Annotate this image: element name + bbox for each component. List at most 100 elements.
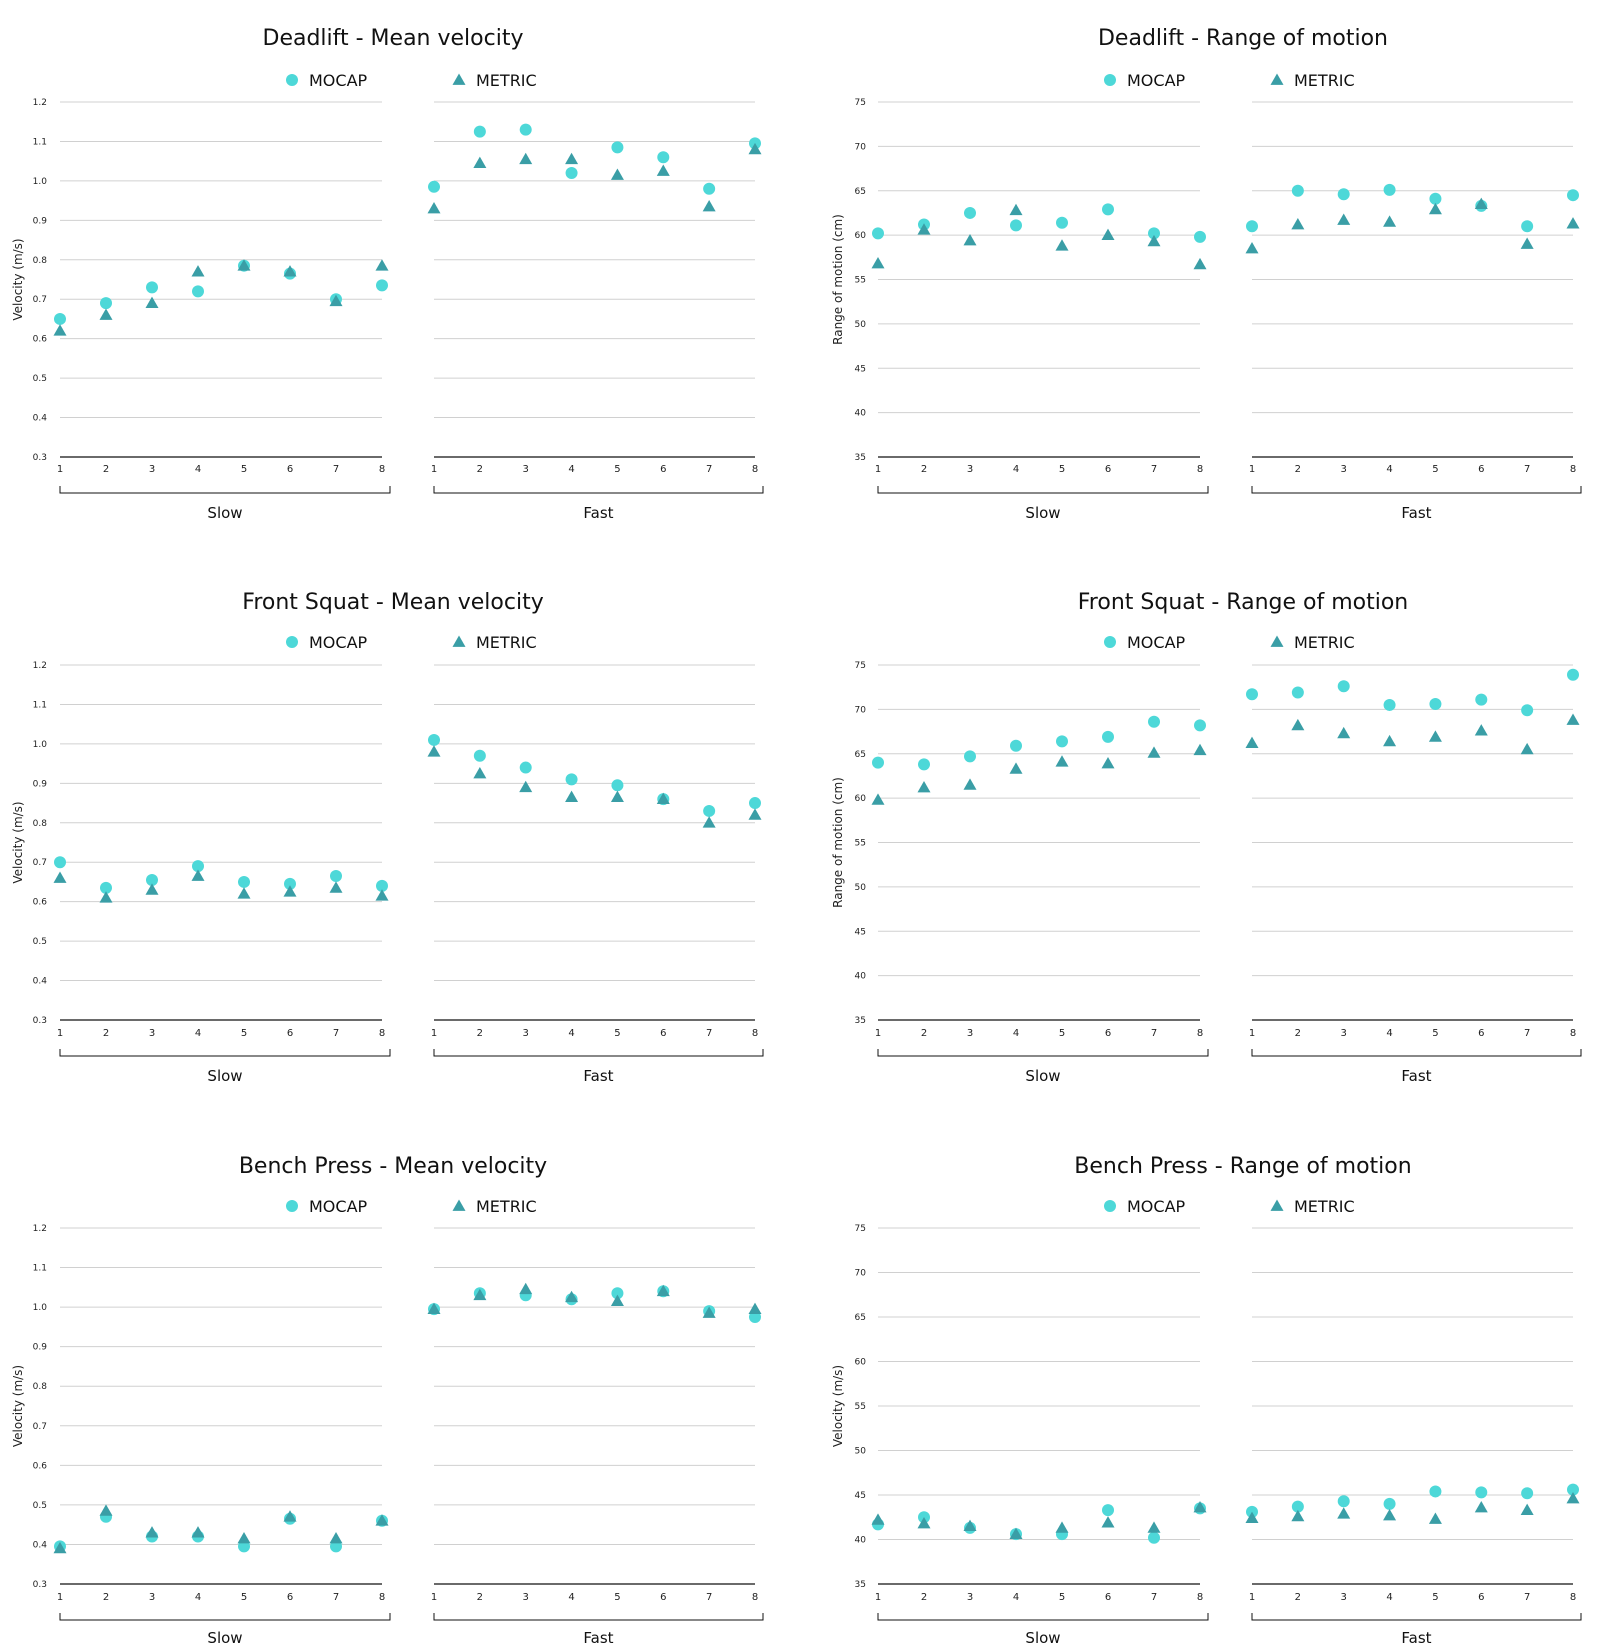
y-tick-label: 1.1 <box>33 137 47 147</box>
x-tick-label: 6 <box>1105 464 1111 475</box>
metric-point <box>1291 217 1305 230</box>
x-tick-label: 4 <box>195 464 201 475</box>
metric-point <box>519 780 533 793</box>
metric-point <box>871 257 885 269</box>
y-tick-label: 75 <box>855 98 866 108</box>
metric-point <box>871 793 885 805</box>
y-tick-label: 55 <box>855 839 866 849</box>
x-tick-label: 2 <box>103 1028 109 1039</box>
mocap-point <box>192 860 204 873</box>
y-tick-label: 0.5 <box>33 937 47 947</box>
metric-point <box>917 780 931 793</box>
mocap-point <box>1102 203 1114 216</box>
y-axis-label: Velocity (m/s) <box>11 801 25 883</box>
x-tick-label: 1 <box>431 1028 437 1039</box>
mocap-point <box>1010 219 1022 232</box>
group-1: 1 2 3 4 5 6 7 8 Fast METRIC <box>1245 71 1582 522</box>
x-tick-label: 5 <box>1059 1028 1065 1039</box>
metric-point <box>1009 203 1023 216</box>
mocap-point <box>1429 192 1442 205</box>
group-label: Slow <box>1025 1629 1060 1644</box>
mocap-point <box>1194 719 1206 732</box>
metric-point <box>1428 1512 1442 1524</box>
group-0: 1 2 3 4 5 6 7 8 Slow MOCAP <box>871 633 1209 1085</box>
x-tick-label: 1 <box>875 1028 881 1039</box>
mocap-point <box>1521 1487 1534 1500</box>
group-label: Fast <box>583 1067 613 1085</box>
mocap-point <box>1291 686 1304 699</box>
x-tick-label: 4 <box>1013 1592 1019 1603</box>
metric-point <box>283 1510 297 1522</box>
x-tick-label: 3 <box>1341 1028 1347 1039</box>
mocap-point <box>428 733 440 746</box>
group-bracket <box>59 486 391 494</box>
y-tick-label: 60 <box>855 231 867 241</box>
metric-point <box>565 790 579 803</box>
x-tick-label: 2 <box>1295 1028 1301 1039</box>
y-tick-label: 0.6 <box>33 1461 48 1471</box>
x-tick-label: 2 <box>921 1028 927 1039</box>
metric-point <box>1474 197 1488 209</box>
metric-point <box>656 1284 670 1297</box>
mocap-point <box>1056 216 1068 229</box>
metric-point <box>1055 1521 1069 1533</box>
chart-title: Bench Press - Mean velocity <box>239 1154 547 1179</box>
chart-panel: Bench Press - Range of motion Velocity (m… <box>831 1154 1582 1644</box>
mocap-point <box>1246 688 1258 701</box>
metric-point <box>145 296 159 309</box>
x-tick-label: 5 <box>1059 1592 1065 1603</box>
x-tick-label: 7 <box>1151 1592 1157 1603</box>
legend-mocap-marker <box>1104 1200 1116 1212</box>
metric-point <box>99 891 113 903</box>
mocap-point <box>1102 730 1114 743</box>
metric-point <box>145 883 159 895</box>
x-tick-label: 7 <box>333 1028 339 1039</box>
metric-point <box>1055 755 1069 767</box>
y-tick-label: 0.6 <box>33 335 48 345</box>
group-0: 1 2 3 4 5 6 7 8 Slow MOCAP <box>871 71 1209 522</box>
metric-point <box>610 1294 624 1307</box>
group-label: Fast <box>583 504 613 522</box>
metric-point <box>99 1504 113 1516</box>
y-tick-label: 0.4 <box>33 1540 48 1550</box>
mocap-point <box>330 1540 342 1553</box>
y-tick-label: 50 <box>855 320 867 330</box>
y-tick-label: 0.3 <box>33 1016 47 1026</box>
chart-panel: Deadlift - Mean velocity Velocity (m/s) 0.… <box>11 26 764 522</box>
x-tick-label: 1 <box>1249 1028 1255 1039</box>
metric-point <box>1147 234 1161 247</box>
x-tick-label: 5 <box>241 1592 247 1603</box>
y-tick-label: 35 <box>855 1580 866 1590</box>
metric-point <box>748 1302 762 1314</box>
group-label: Slow <box>207 1067 242 1085</box>
mocap-point <box>284 877 296 890</box>
chart-title: Bench Press - Range of motion <box>1074 1154 1411 1179</box>
metric-point <box>1291 718 1305 731</box>
x-tick-label: 7 <box>706 464 712 475</box>
legend-label: METRIC <box>476 71 537 90</box>
metric-point <box>519 152 533 165</box>
metric-point <box>1428 202 1442 215</box>
y-tick-label: 0.4 <box>33 414 48 424</box>
x-tick-label: 7 <box>1524 1028 1530 1039</box>
x-tick-label: 3 <box>1341 464 1347 475</box>
group-label: Slow <box>1025 1067 1060 1085</box>
y-tick-label: 1.2 <box>33 1224 47 1234</box>
metric-point <box>375 259 389 271</box>
metric-point <box>191 1526 205 1538</box>
mocap-point <box>1056 735 1068 748</box>
metric-point <box>1337 213 1351 225</box>
metric-point <box>191 265 205 277</box>
y-tick-label: 0.7 <box>33 295 47 305</box>
metric-point <box>1566 217 1580 229</box>
mocap-point <box>657 151 670 164</box>
mocap-point <box>611 1287 624 1300</box>
y-tick-label: 70 <box>855 705 867 715</box>
group-bracket <box>1251 1049 1582 1057</box>
x-tick-label: 3 <box>523 1028 529 1039</box>
group-0: 1 2 3 4 5 6 7 8 Slow MOCAP <box>53 1197 391 1644</box>
legend-mocap-marker <box>286 636 298 648</box>
y-tick-label: 65 <box>855 1313 866 1323</box>
legend-label: METRIC <box>1294 633 1355 652</box>
y-tick-label: 60 <box>855 794 867 804</box>
